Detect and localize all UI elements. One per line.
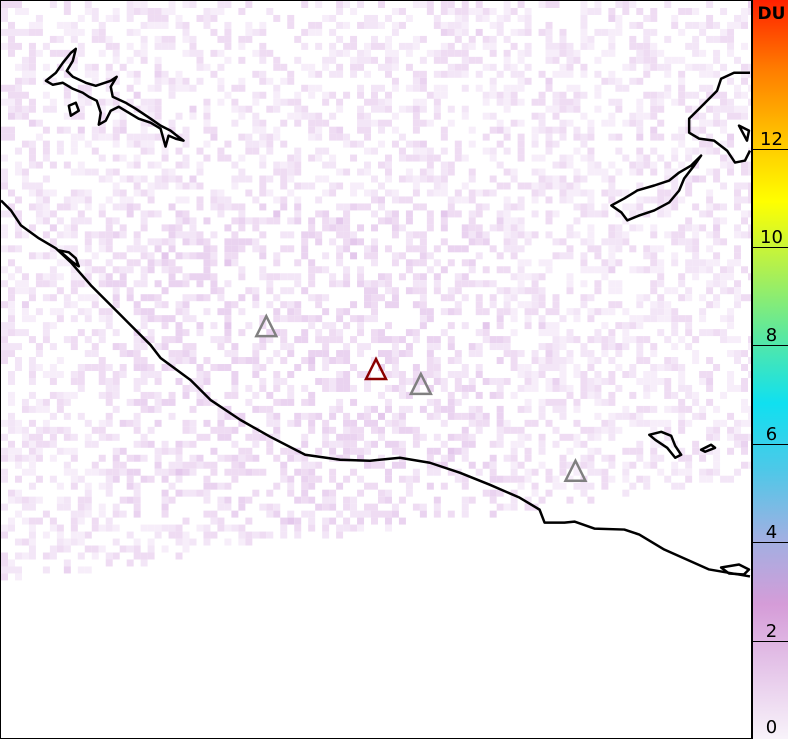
map-panel xyxy=(0,0,752,739)
mainland-coastline xyxy=(1,199,751,578)
volcano-triangle-marker xyxy=(254,313,279,338)
so2-pixel-layer xyxy=(1,1,751,581)
colorbar-tick xyxy=(753,640,788,642)
colorbar: DU 0 2 4 6 8 10 12 xyxy=(751,0,788,739)
colorbar-gradient xyxy=(753,0,788,739)
volcano-triangle-marker xyxy=(563,457,588,482)
colorbar-tick-label: 12 xyxy=(760,128,783,150)
volcano-markers xyxy=(254,313,588,482)
colorbar-tick-label: 6 xyxy=(765,423,778,445)
colorbar-tick xyxy=(753,542,788,544)
colorbar-tick-label: 8 xyxy=(765,325,778,347)
island-coastline xyxy=(687,71,751,164)
island-coastline xyxy=(648,430,683,460)
colorbar-unit: DU xyxy=(757,4,786,24)
colorbar-tick xyxy=(753,247,788,248)
island-coastline xyxy=(44,47,185,148)
island-coastline xyxy=(67,101,81,117)
colorbar-tick-label: 2 xyxy=(765,620,778,642)
island-coastline xyxy=(737,124,751,142)
volcano-triangle-marker xyxy=(408,371,433,396)
colorbar-tick-label: 4 xyxy=(765,522,778,544)
colorbar-tick xyxy=(753,443,788,445)
island-coastline xyxy=(610,154,703,222)
island-coastline xyxy=(699,443,717,454)
colorbar-tick-label: 0 xyxy=(765,717,778,738)
coastlines xyxy=(1,47,751,578)
colorbar-tick xyxy=(753,148,788,150)
colorbar-tick-label: 10 xyxy=(760,227,783,248)
colorbar-tick xyxy=(753,345,788,347)
island-coastline xyxy=(57,249,81,268)
island-coastline xyxy=(719,563,751,576)
reference-volcano-triangle-marker xyxy=(364,356,388,381)
